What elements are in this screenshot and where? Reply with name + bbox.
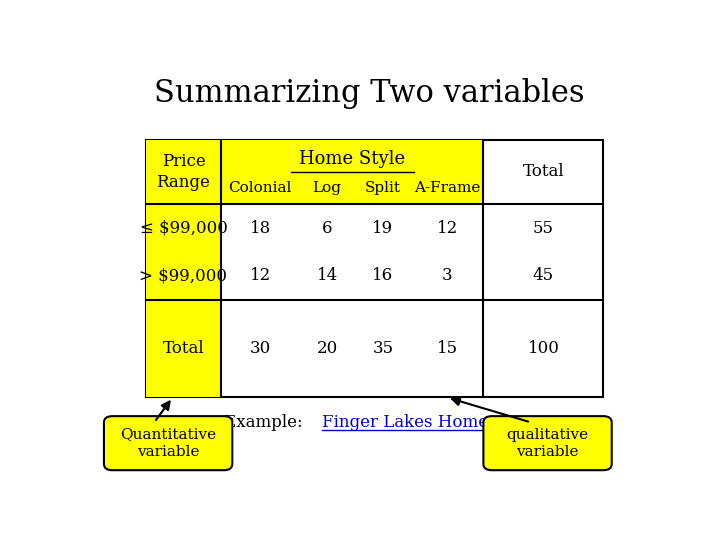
FancyBboxPatch shape	[104, 416, 233, 470]
FancyBboxPatch shape	[483, 416, 612, 470]
Text: 35: 35	[372, 340, 394, 357]
Bar	[145, 140, 603, 397]
Text: 45: 45	[533, 267, 554, 285]
Text: 55: 55	[533, 219, 554, 237]
Text: 30: 30	[250, 340, 271, 357]
Bar	[221, 140, 483, 204]
Text: 19: 19	[372, 219, 394, 237]
Bar	[145, 252, 221, 300]
Bar	[145, 140, 221, 204]
Text: Summarizing Two variables: Summarizing Two variables	[153, 78, 585, 110]
Text: 12: 12	[436, 219, 458, 237]
Text: Split: Split	[365, 181, 401, 195]
Text: 3: 3	[442, 267, 452, 285]
Bar	[145, 204, 221, 252]
Text: 20: 20	[317, 340, 338, 357]
Text: A-Frame: A-Frame	[414, 181, 480, 195]
Text: Total: Total	[163, 340, 204, 357]
Text: 14: 14	[317, 267, 338, 285]
Text: ≤ $99,000: ≤ $99,000	[140, 219, 228, 237]
Text: Price
Range: Price Range	[156, 153, 210, 191]
Text: Total: Total	[523, 164, 564, 180]
Text: 18: 18	[250, 219, 271, 237]
Text: Finger Lakes Homes.x: Finger Lakes Homes.x	[322, 414, 510, 431]
Text: Quantitative
variable: Quantitative variable	[120, 428, 216, 459]
Text: Example:: Example:	[224, 414, 307, 431]
Text: 15: 15	[436, 340, 458, 357]
Text: Log: Log	[312, 181, 342, 195]
Text: 100: 100	[528, 340, 559, 357]
Bar	[145, 300, 221, 397]
Text: 12: 12	[250, 267, 271, 285]
Text: Home Style: Home Style	[300, 150, 405, 168]
Text: 6: 6	[322, 219, 333, 237]
Text: > $99,000: > $99,000	[140, 267, 228, 285]
Text: 16: 16	[372, 267, 394, 285]
Text: Colonial: Colonial	[228, 181, 292, 195]
Text: qualitative
variable: qualitative variable	[506, 428, 589, 459]
